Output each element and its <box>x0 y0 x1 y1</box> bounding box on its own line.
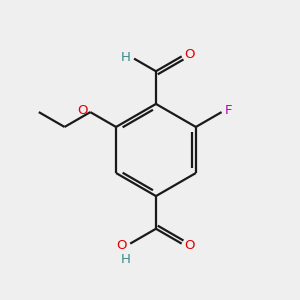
Text: O: O <box>117 238 127 252</box>
Text: H: H <box>121 253 131 266</box>
Text: F: F <box>225 104 232 117</box>
Text: H: H <box>121 51 131 64</box>
Text: O: O <box>185 238 195 252</box>
Text: O: O <box>185 48 195 62</box>
Text: O: O <box>77 104 87 117</box>
